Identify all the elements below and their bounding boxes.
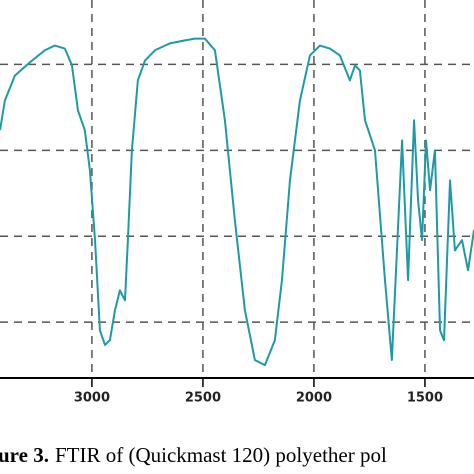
plot-area bbox=[0, 0, 474, 378]
grid bbox=[0, 0, 474, 378]
spectrum-line bbox=[0, 37, 474, 367]
caption: ure 3. FTIR of (Quickmast 120) polyether … bbox=[0, 443, 387, 467]
caption-label: ure 3. bbox=[0, 443, 49, 467]
x-tick-label: 2000 bbox=[296, 391, 332, 406]
x-ticks: 3000 2500 2000 1500 bbox=[74, 378, 443, 406]
series bbox=[0, 37, 474, 367]
x-tick-label: 3000 bbox=[74, 391, 110, 406]
caption-text: FTIR of (Quickmast 120) polyether pol bbox=[55, 443, 387, 467]
x-tick-label: 1500 bbox=[407, 391, 443, 406]
x-tick-label: 2500 bbox=[185, 391, 221, 406]
